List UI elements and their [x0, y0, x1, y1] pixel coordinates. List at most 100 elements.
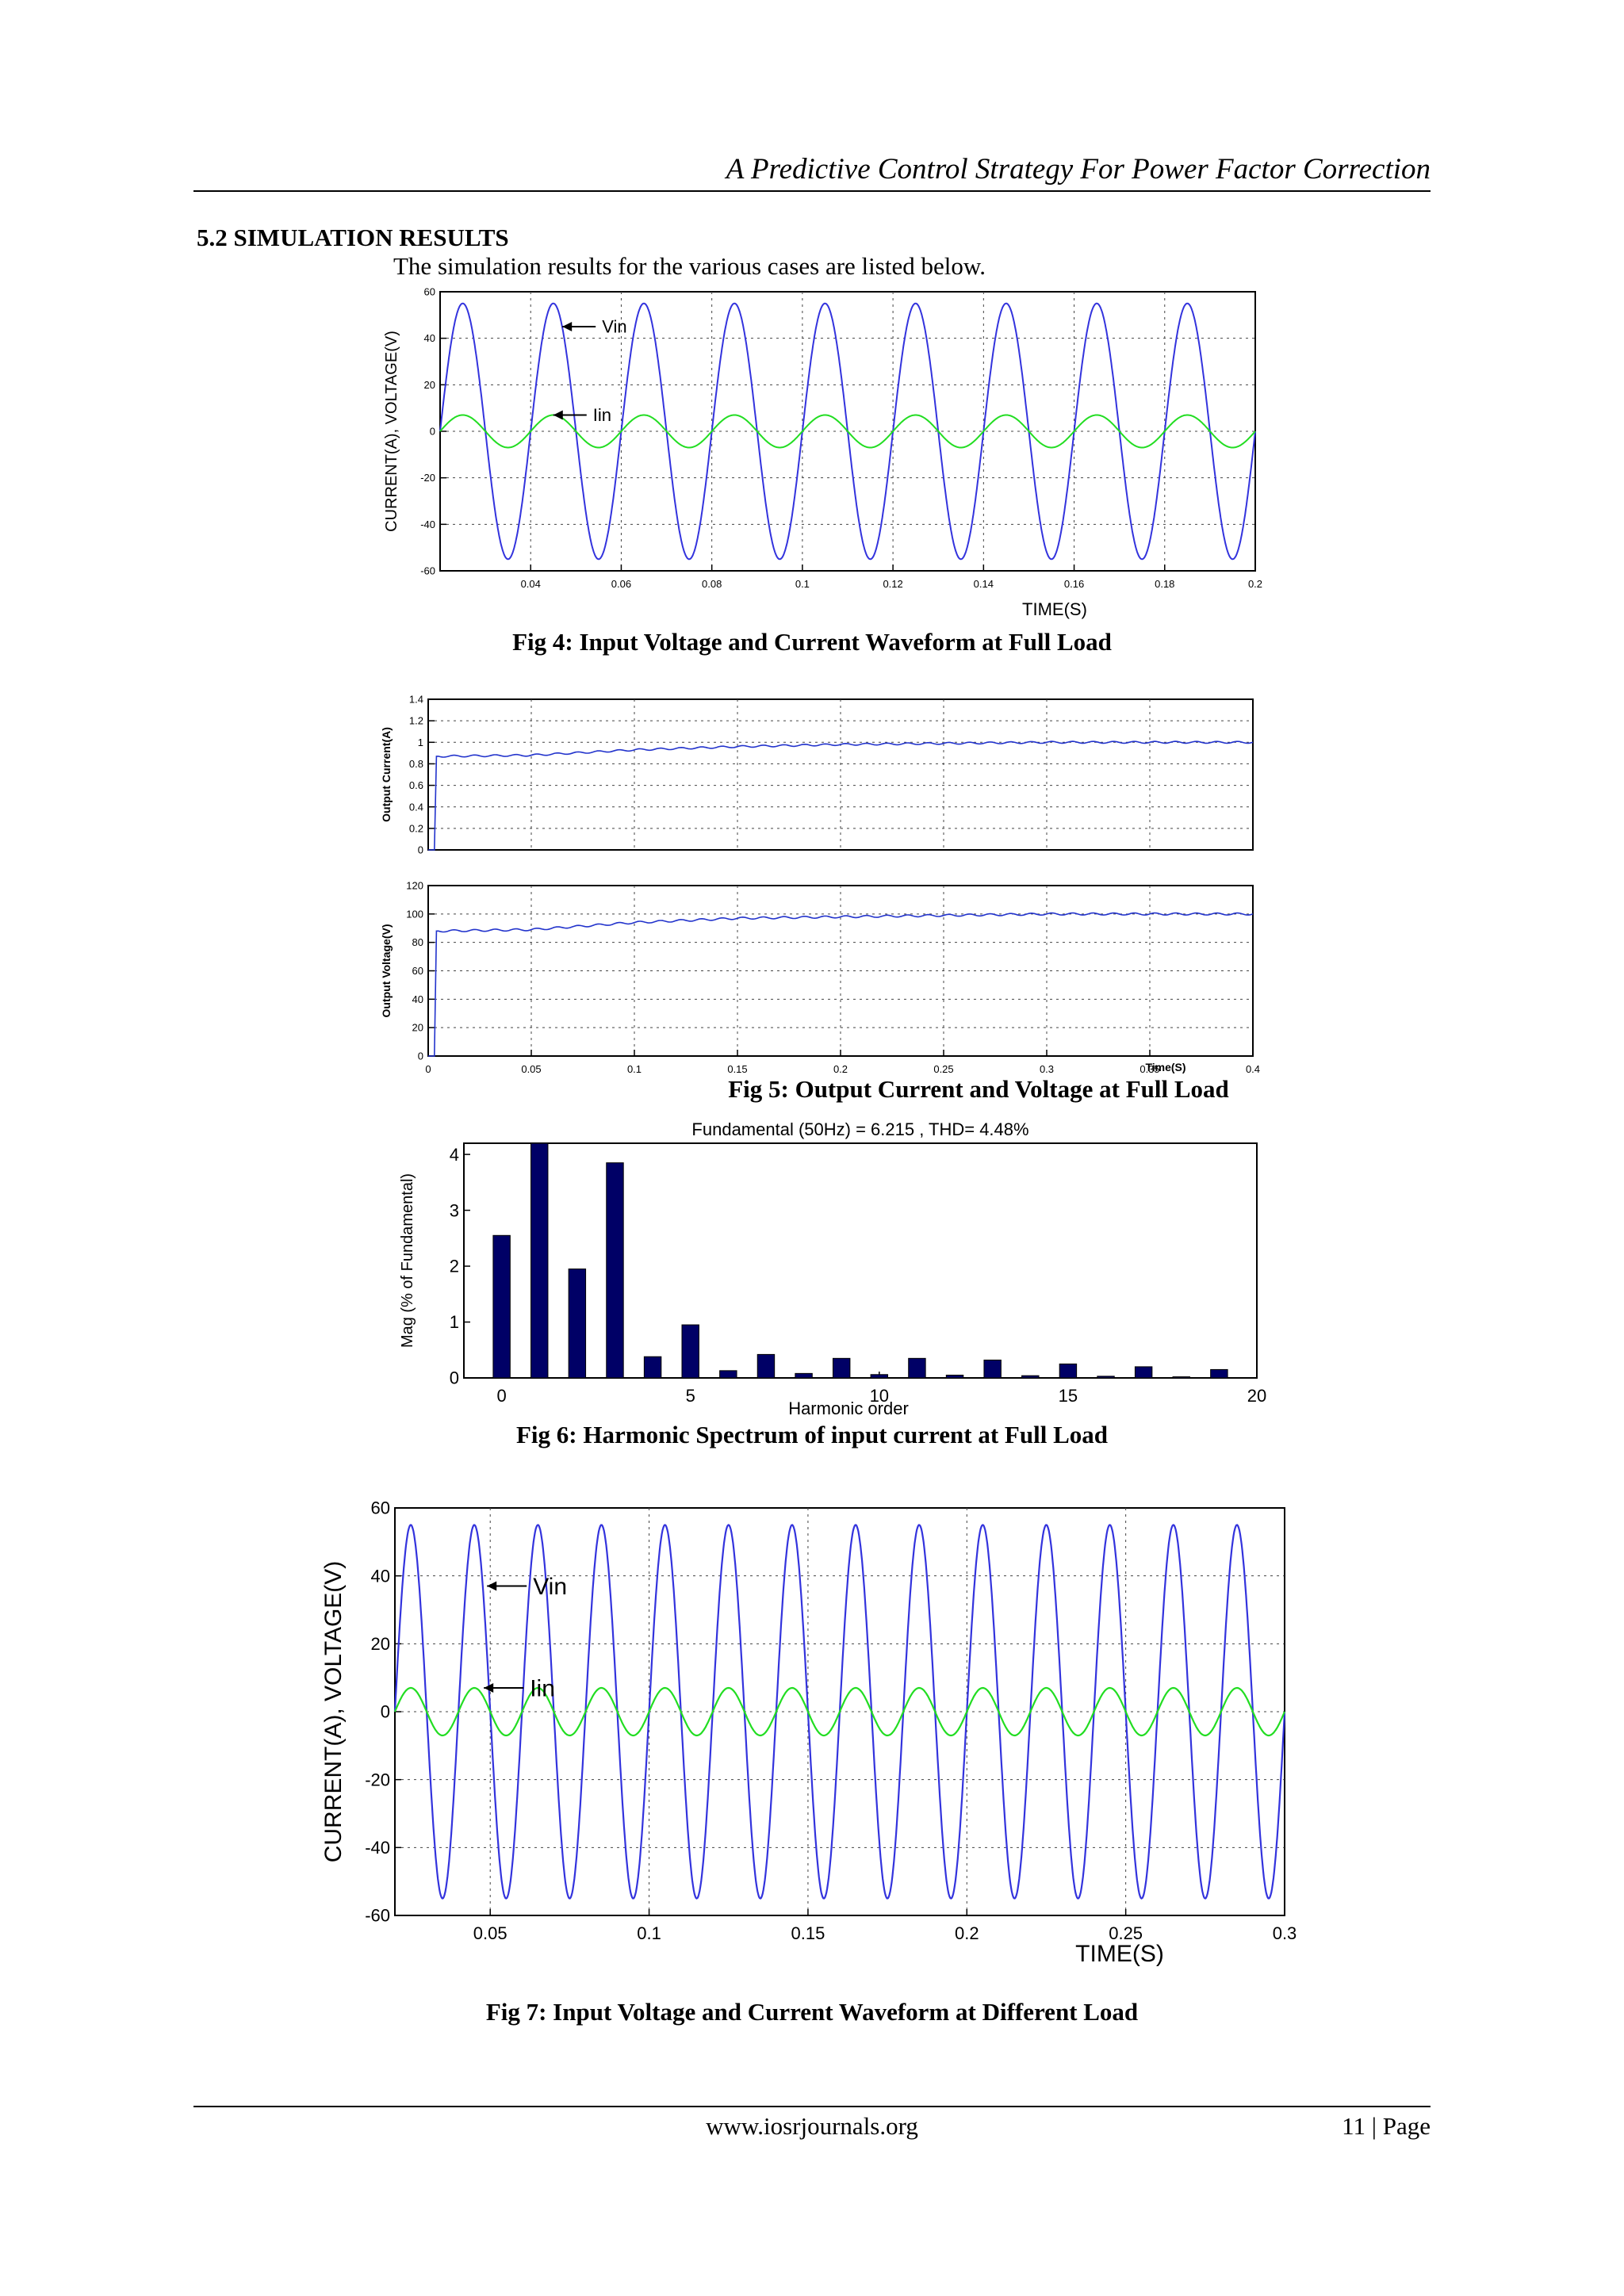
xtick-label: 15	[1059, 1386, 1078, 1406]
ytick-label: 0	[430, 426, 435, 438]
xtick-label: 0.3	[1040, 1063, 1054, 1075]
xtick-label: 0.06	[611, 578, 631, 590]
harmonic-bar-19	[1210, 1368, 1228, 1379]
harmonic-bar-11	[908, 1357, 926, 1379]
fig4-chart: 60 40 20 0 -20 -40 -60 0.04 0.06 0.08 0.1 0.12 0.14 0…	[383, 286, 1262, 619]
fig4-caption: Fig 4: Input Voltage and Current Wavefor…	[512, 628, 1112, 656]
harmonic-bar-1	[530, 1142, 549, 1379]
xtick-label: 0.1	[627, 1063, 642, 1075]
ytick-label: 80	[412, 936, 423, 948]
ytick-label: 40	[371, 1566, 390, 1586]
harmonic-bar-15	[1059, 1363, 1078, 1379]
footer-rule	[193, 2106, 1431, 2107]
ytick-label: 60	[371, 1498, 390, 1518]
xtick-label: 0	[425, 1063, 431, 1075]
xtick-label: 0.2	[833, 1063, 848, 1075]
ytick-label: 1.2	[409, 715, 423, 727]
ytick-label: 20	[412, 1022, 423, 1034]
xtick-label: 20	[1247, 1386, 1266, 1406]
output-line	[428, 740, 1254, 851]
harmonic-bar-10	[870, 1374, 889, 1379]
xtick-label: 0.05	[473, 1923, 508, 1943]
xtick-label: 5	[686, 1386, 695, 1406]
ytick-label: 40	[424, 332, 435, 344]
ytick-label: 60	[412, 965, 423, 977]
annotation-arrowhead	[553, 410, 563, 420]
ytick-label: 0.4	[409, 801, 423, 813]
fig5-current-chart: 1.4 1.2 1 0.8 0.6 0.4 0.2 0 Output Current(A)	[380, 694, 1254, 856]
annotation-arrowhead	[562, 322, 573, 331]
fig5-caption: Fig 5: Output Current and Voltage at Ful…	[728, 1075, 1229, 1103]
ytick-label: 40	[412, 993, 423, 1005]
ytick-label: 0	[418, 1050, 423, 1062]
xtick-label: 0.25	[933, 1063, 953, 1075]
harmonic-bar-17	[1134, 1366, 1153, 1379]
ytick-label: 60	[424, 286, 435, 298]
y-axis-label: Output Voltage(V)	[380, 924, 393, 1018]
ytick-label: 1	[450, 1312, 459, 1332]
annotation-label-vin: Vin	[533, 1574, 567, 1600]
footer-page-number: 11 | Page	[1342, 2112, 1431, 2140]
series-line-iin	[439, 414, 1256, 449]
xtick-label: 0.25	[1109, 1923, 1143, 1943]
xtick-label: 0.4	[1246, 1063, 1260, 1075]
harmonic-bar-16	[1097, 1376, 1115, 1379]
ytick-label: 4	[450, 1145, 459, 1165]
xtick-label: 0.16	[1064, 578, 1084, 590]
harmonic-bar-0	[492, 1234, 511, 1379]
ytick-label: -60	[420, 565, 435, 577]
running-header: A Predictive Control Strategy For Power …	[726, 153, 1431, 186]
y-axis-label: Output Current(A)	[380, 727, 393, 822]
ytick-label: 0	[450, 1368, 459, 1388]
xtick-label: 0.18	[1155, 578, 1174, 590]
harmonic-bar-6	[719, 1370, 737, 1379]
xtick-label: 0	[496, 1386, 506, 1406]
ytick-label: 0.6	[409, 779, 423, 791]
xtick-label: 0.3	[1273, 1923, 1297, 1943]
xtick-label: 0.1	[637, 1923, 661, 1943]
ytick-label: -20	[365, 1770, 390, 1789]
annotation-label-iin: Iin	[530, 1676, 555, 1702]
harmonic-bar-14	[1021, 1375, 1040, 1379]
x-axis-label: Harmonic order	[788, 1399, 909, 1418]
harmonic-bar-5	[681, 1324, 699, 1379]
xtick-label: 0.15	[791, 1923, 825, 1943]
harmonic-bar-3	[606, 1162, 624, 1379]
xtick-label: 0.15	[727, 1063, 747, 1075]
y-axis-label: CURRENT(A), VOLTAGE(V)	[320, 1561, 347, 1863]
xtick-label: 0.12	[883, 578, 902, 590]
ytick-label: 20	[424, 379, 435, 391]
ytick-label: 20	[371, 1634, 390, 1654]
xtick-label: 0.1	[795, 578, 810, 590]
harmonic-bar-7	[756, 1353, 776, 1379]
ytick-label: 1	[418, 737, 423, 748]
xtick-label: 0.14	[974, 578, 994, 590]
annotation-arrowhead	[487, 1581, 497, 1591]
fig6-caption: Fig 6: Harmonic Spectrum of input curren…	[516, 1421, 1108, 1448]
fig7-chart: 60 40 20 0 -20 -40 -60 0.05 0.1 0.15 0.2 0.25 0.3 TIM…	[320, 1498, 1297, 1967]
xtick-label: 0.35	[1139, 1063, 1159, 1075]
harmonic-bar-13	[983, 1359, 1002, 1379]
xtick-label: 0.2	[955, 1923, 979, 1943]
footer-site: www.iosrjournals.org	[706, 2112, 918, 2140]
ytick-label: 100	[406, 908, 423, 920]
harmonic-bar-18	[1172, 1376, 1190, 1379]
ytick-label: 1.4	[409, 694, 423, 706]
xtick-label: 0.08	[702, 578, 722, 590]
y-axis-label: Mag (% of Fundamental)	[399, 1173, 416, 1348]
xtick-label: 0.04	[521, 578, 541, 590]
plot-area	[463, 1142, 1258, 1379]
x-axis-label: TIME(S)	[1022, 599, 1087, 619]
series-line-iin	[393, 1686, 1286, 1737]
ytick-label: 2	[450, 1257, 459, 1276]
harmonic-bar-2	[568, 1269, 587, 1379]
ytick-label: 0	[381, 1702, 390, 1722]
section-heading: 5.2 SIMULATION RESULTS	[197, 224, 509, 251]
chart-title: Fundamental (50Hz) = 6.215 , THD= 4.48%	[691, 1119, 1028, 1139]
ytick-label: 3	[450, 1200, 459, 1220]
ytick-label: -40	[365, 1838, 390, 1858]
annotation-label-iin: Iin	[593, 405, 611, 425]
ytick-label: 0.8	[409, 758, 423, 770]
xtick-label: 0.05	[521, 1063, 541, 1075]
y-axis-label: CURRENT(A), VOLTAGE(V)	[383, 331, 400, 532]
